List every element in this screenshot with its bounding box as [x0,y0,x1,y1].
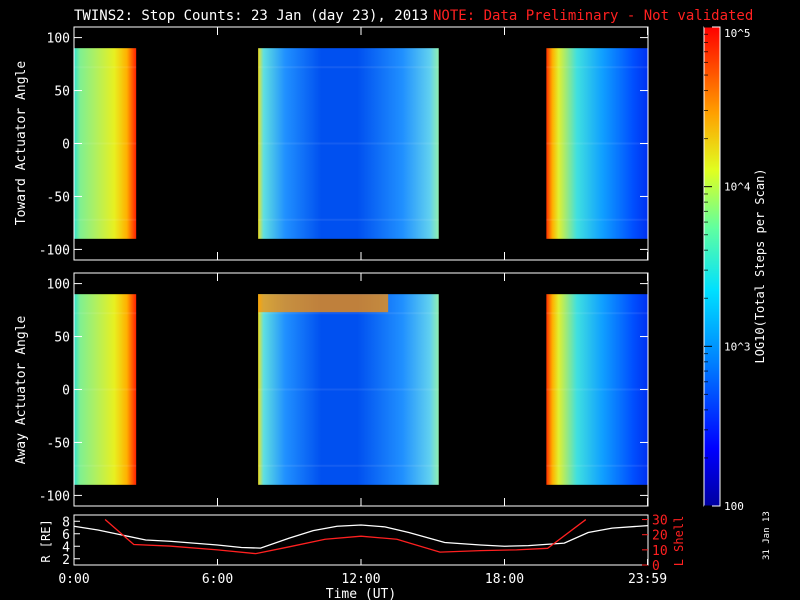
band-stripe [74,218,137,221]
orbit-left-tick-label: 2 [62,553,70,568]
orbit-right-tick-label: 0 [652,559,660,574]
y-tick-label: 0 [62,384,70,399]
orbit-left-tick-label: 6 [62,528,70,543]
y-tick-label: 100 [47,32,70,47]
colorbar-tick-label: 10^4 [724,181,751,194]
away-ylabel: Away Actuator Angle [14,315,29,464]
band-stripe [258,312,439,315]
toward-panel: 100 50 0 -50 -100 Toward Actuator Angle [14,26,649,261]
y-tick-label: -100 [39,243,70,258]
band-stripe [258,142,439,145]
chart-title: TWINS2: Stop Counts: 23 Jan (day 23), 20… [74,8,429,24]
band-stripe [546,218,648,221]
band-stripe [546,388,648,391]
toward-ylabel: Toward Actuator Angle [14,61,29,226]
data-band-cap [258,294,389,313]
band-stripe [546,142,648,145]
band-stripe [546,312,648,315]
band-stripe [74,388,137,391]
y-tick-label: 100 [47,278,70,293]
colorbar-tick-label: 10^5 [724,27,751,40]
data-band-0 [74,48,137,239]
colorbar-label: LOG10(Total Steps per Scan) [753,168,767,363]
band-stripe [546,66,648,69]
y-tick-label: 0 [62,138,70,153]
data-band-1 [258,294,439,485]
x-tick-label: 6:00 [202,572,233,587]
lshell-series-line [104,519,587,555]
band-stripe [74,142,137,145]
band-stripe [258,388,439,391]
colorbar-gradient [703,26,721,507]
data-band-2 [546,48,648,239]
y-tick-label: 50 [54,331,70,346]
colorbar-tick-label: 10^3 [724,340,751,353]
y-tick-label: -50 [47,436,70,451]
x-axis-label: Time (UT) [326,587,396,600]
x-tick-label: 18:00 [485,572,524,587]
x-tick-label: 23:59 [628,572,667,587]
orbit-left-tick-label: 8 [62,515,70,530]
y-tick-label: -100 [39,489,70,504]
orbit-left-ylabel: R [RE] [39,519,53,562]
band-stripe [258,66,439,69]
y-tick-label: 50 [54,85,70,100]
data-band-0 [74,294,137,485]
x-tick-label: 12:00 [341,572,380,587]
band-stripe [258,218,439,221]
colorbar-tick-label: 100 [724,500,744,513]
orbit-panel-frame [73,514,649,566]
colorbar: 100 10^3 10^4 10^5 LOG10(Total Steps per Sc… [703,26,767,513]
date-stamp: 31 Jan 13 [762,511,772,560]
orbit-right-tick-label: 20 [652,529,668,544]
band-stripe [546,464,648,467]
r-series-line [73,524,649,549]
preliminary-note: NOTE: Data Preliminary - Not validated [433,8,754,24]
orbit-left-tick-label: 4 [62,540,70,555]
orbit-right-tick-label: 30 [652,514,668,529]
band-stripe [74,312,137,315]
band-stripe [258,464,439,467]
band-stripe [74,464,137,467]
orbit-right-tick-label: 10 [652,544,668,559]
x-tick-label: 0:00 [58,572,89,587]
data-band-1 [258,48,439,239]
orbit-right-ylabel: L Shell [672,516,686,567]
y-tick-label: -50 [47,190,70,205]
data-band-2 [546,294,648,485]
band-stripe [74,66,137,69]
away-panel: 100 50 0 -50 -100 Away Actuator Angle [14,272,649,507]
